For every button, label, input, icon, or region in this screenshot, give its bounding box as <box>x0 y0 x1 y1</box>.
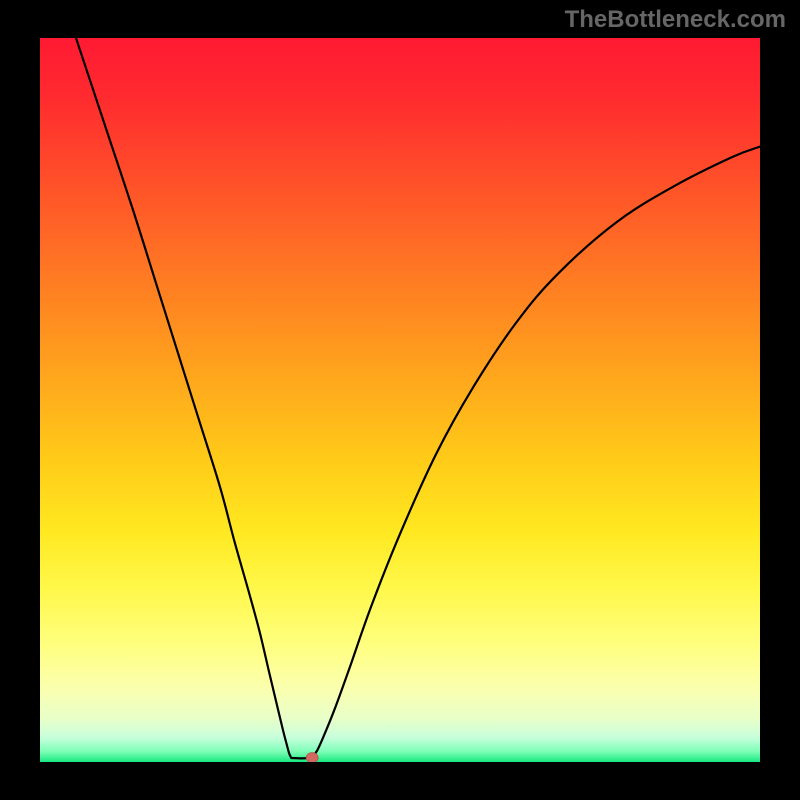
chart-svg <box>40 38 760 762</box>
chart-background <box>40 38 760 762</box>
plot-area <box>40 38 760 762</box>
optimum-marker <box>306 753 318 762</box>
watermark-text: TheBottleneck.com <box>565 6 786 34</box>
chart-container: TheBottleneck.com <box>0 0 800 800</box>
